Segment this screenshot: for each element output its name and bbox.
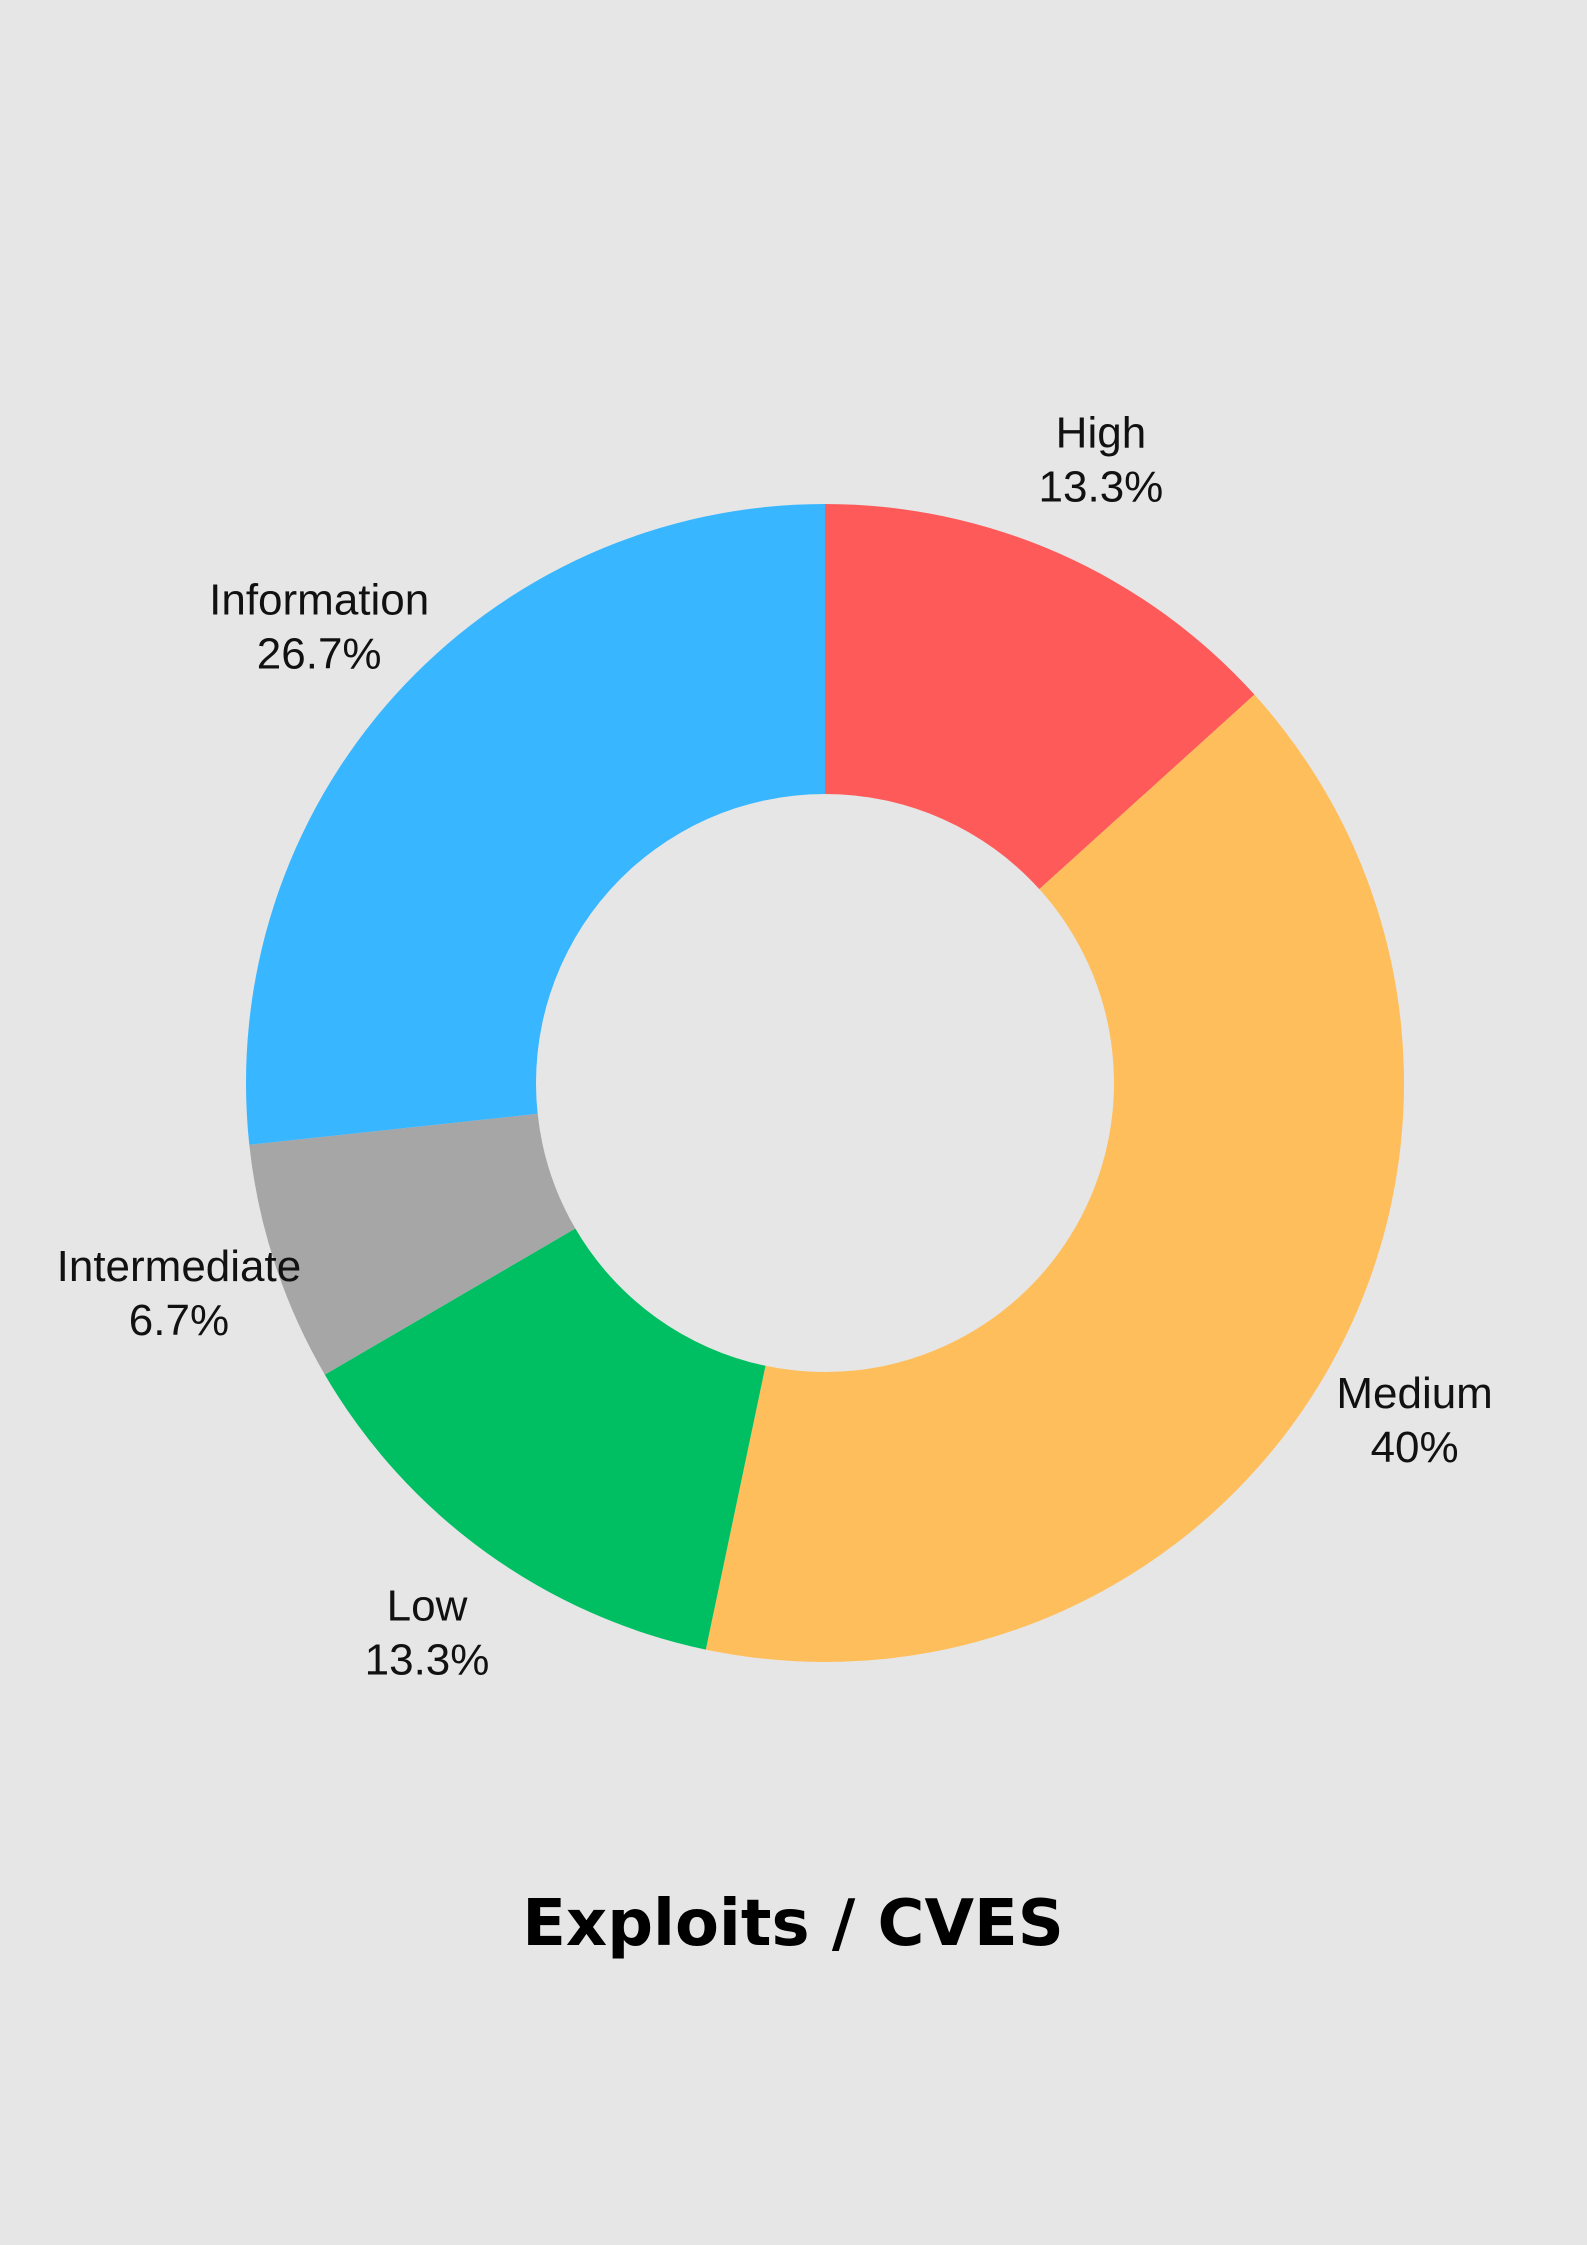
labels-group: High 13.3% Medium 40% Low 13.3% Intermediate 6.… (57, 408, 1493, 1684)
slice-category-medium: Medium (1336, 1369, 1493, 1418)
slice-label-intermediate: Intermediate 6.7% (57, 1242, 302, 1345)
slice-information (245, 504, 826, 1145)
slice-percent-intermediate: 6.7% (129, 1296, 229, 1345)
chart-title: Exploits / CVES (522, 1887, 1064, 1961)
slice-label-high: High 13.3% (1039, 408, 1164, 511)
slice-low (324, 1228, 766, 1650)
slice-category-high: High (1056, 408, 1147, 457)
slice-label-information: Information 26.7% (209, 576, 429, 679)
slice-medium (705, 694, 1404, 1663)
slice-category-low: Low (387, 1581, 468, 1630)
slice-percent-low: 13.3% (365, 1635, 490, 1684)
slice-high (825, 504, 1255, 890)
slice-intermediate (249, 1113, 576, 1375)
slice-label-low: Low 13.3% (365, 1581, 490, 1684)
slice-category-information: Information (209, 576, 429, 625)
slice-category-intermediate: Intermediate (57, 1242, 302, 1291)
slice-percent-medium: 40% (1371, 1423, 1459, 1472)
slice-percent-information: 26.7% (257, 630, 382, 679)
slice-percent-high: 13.3% (1039, 462, 1164, 511)
slice-label-medium: Medium 40% (1336, 1369, 1493, 1472)
slices-group (245, 504, 1404, 1663)
